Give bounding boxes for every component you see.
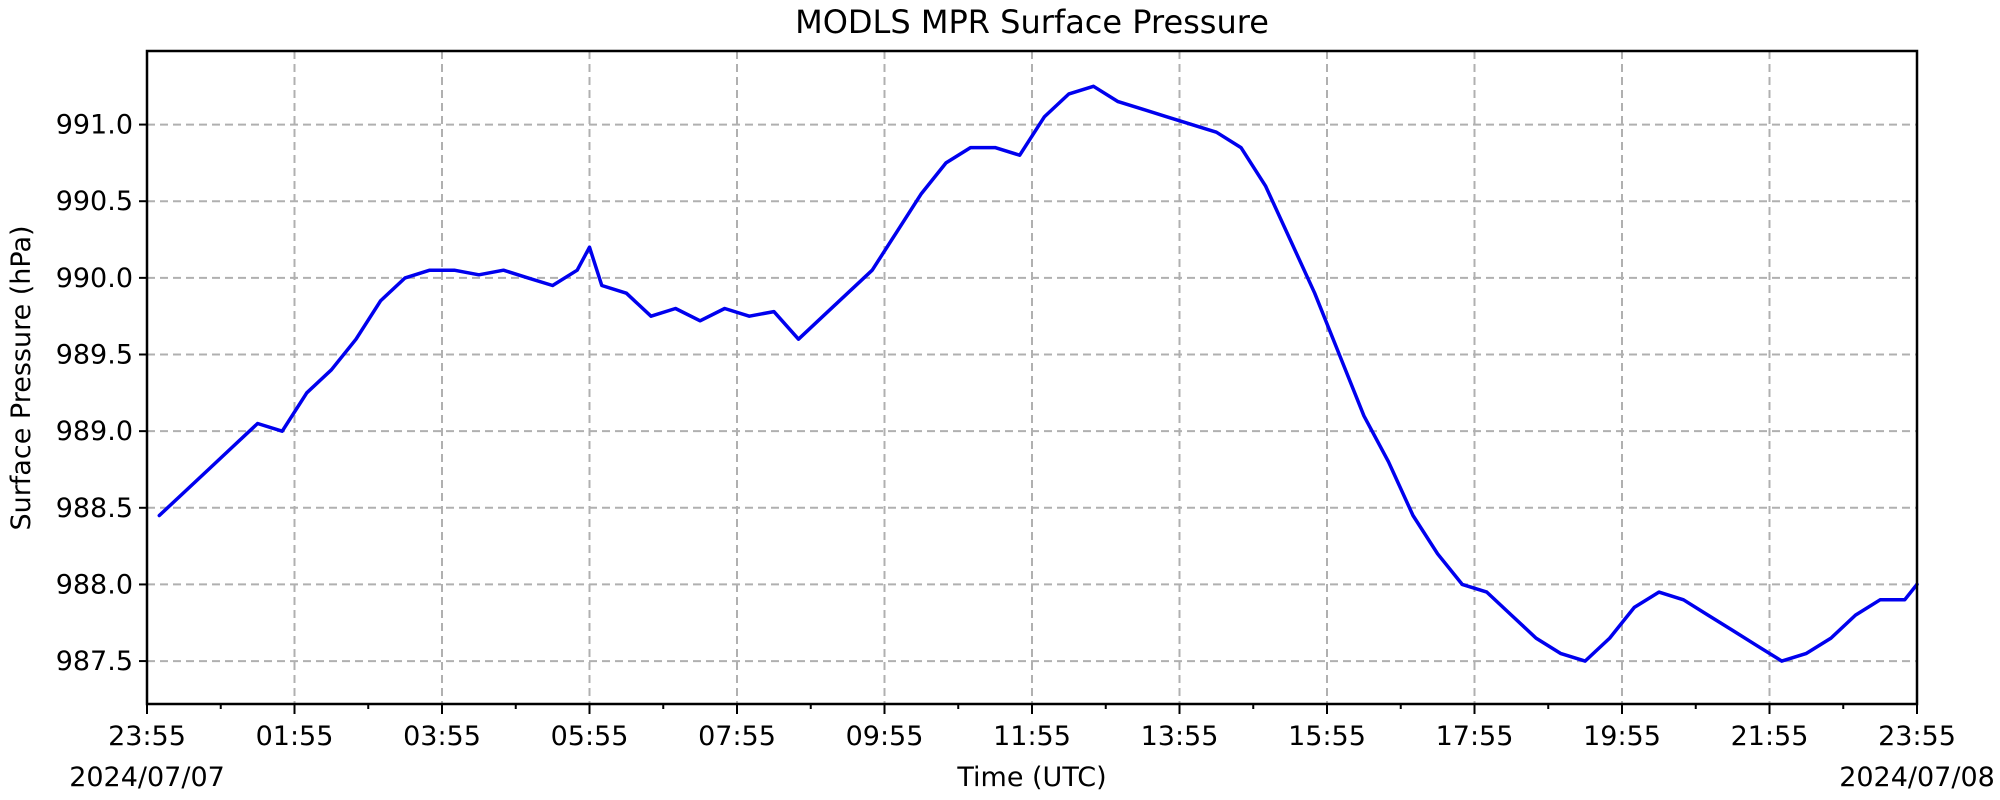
y-tick-label: 987.5 xyxy=(56,646,133,677)
end-date-label: 2024/07/08 xyxy=(1839,762,1995,793)
series-layer xyxy=(157,84,1919,663)
plot-frame xyxy=(145,49,1919,706)
x-tick-label: 17:55 xyxy=(1436,721,1514,752)
y-tick-label: 989.0 xyxy=(56,416,133,447)
grid-layer xyxy=(147,51,1917,704)
x-tick-label: 05:55 xyxy=(551,721,629,752)
y-tick-label: 990.0 xyxy=(56,263,133,294)
x-tick-label: 01:55 xyxy=(256,721,334,752)
x-tick-label: 07:55 xyxy=(698,721,776,752)
y-tick-label: 990.5 xyxy=(56,186,133,217)
ticks-layer xyxy=(139,123,1918,714)
x-tick-label: 09:55 xyxy=(846,721,924,752)
pressure-series-line xyxy=(157,84,1919,663)
y-tick-label: 988.5 xyxy=(56,493,133,524)
y-tick-label: 989.5 xyxy=(56,340,133,371)
x-tick-label: 11:55 xyxy=(993,721,1071,752)
y-axis-label: Surface Pressure (hPa) xyxy=(6,225,37,530)
x-tick-label: 21:55 xyxy=(1731,721,1809,752)
x-tick-label: 23:55 xyxy=(1878,721,1956,752)
labels-layer: 987.5 988.0 988.5 989.0 989.5 990.0 990.5 991.0… xyxy=(56,110,1956,752)
x-tick-label: 03:55 xyxy=(403,721,481,752)
x-tick-label: 23:55 xyxy=(108,721,186,752)
x-axis-label: Time (UTC) xyxy=(956,762,1106,793)
x-tick-label: 13:55 xyxy=(1141,721,1219,752)
y-tick-label: 991.0 xyxy=(56,110,133,141)
start-date-label: 2024/07/07 xyxy=(69,762,225,793)
chart-title: MODLS MPR Surface Pressure xyxy=(795,3,1269,41)
y-tick-label: 988.0 xyxy=(56,569,133,600)
x-tick-label: 15:55 xyxy=(1288,721,1366,752)
x-tick-label: 19:55 xyxy=(1583,721,1661,752)
